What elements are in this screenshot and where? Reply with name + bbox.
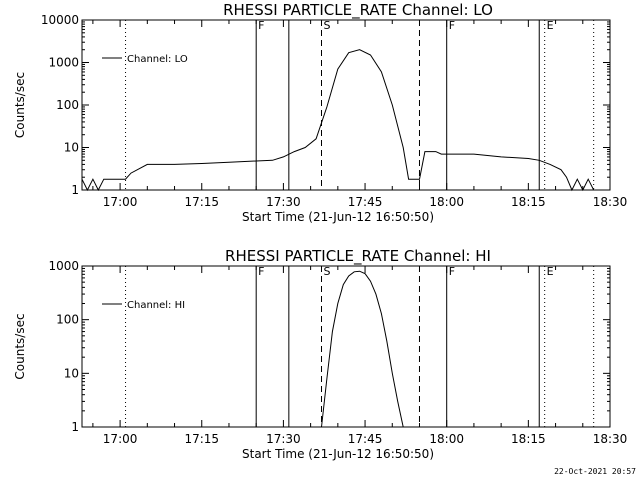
y-tick-label: 10	[64, 141, 79, 155]
x-tick-label: 17:30	[266, 432, 301, 446]
x-tick-label: 17:45	[348, 432, 383, 446]
chart-panel-2: RHESSI PARTICLE_RATE Channel: HI 17:00 17:…	[13, 247, 627, 461]
series-line	[321, 270, 404, 428]
y-tick-label: 100	[56, 313, 79, 327]
x-tick-label: 17:45	[348, 195, 383, 209]
legend-label: Channel: HI	[127, 300, 185, 311]
chart-title: RHESSI PARTICLE_RATE Channel: HI	[225, 247, 491, 266]
flag-label: F	[449, 265, 455, 278]
y-tick-label: 100	[56, 98, 79, 112]
x-tick-label: 17:00	[103, 195, 138, 209]
flag-label: F	[258, 19, 264, 32]
flag-label: S	[324, 265, 331, 278]
x-tick-label: 18:15	[511, 432, 546, 446]
flag-label: E	[547, 19, 554, 32]
x-tick-label: 17:15	[184, 432, 219, 446]
y-tick-label: 1	[71, 420, 79, 434]
x-tick-label: 17:00	[103, 432, 138, 446]
series-line	[81, 49, 595, 192]
flag-label: S	[324, 19, 331, 32]
x-tick-label: 18:00	[429, 195, 464, 209]
flag-label: F	[258, 265, 264, 278]
x-tick-label: 17:30	[266, 195, 301, 209]
x-tick-label: 18:30	[593, 195, 628, 209]
flag-label: E	[547, 265, 554, 278]
y-axis-label: Counts/sec	[13, 72, 27, 138]
chart-panel-1: RHESSI PARTICLE_RATE Channel: LO 17:00 17:…	[13, 1, 627, 224]
y-tick-label: 10	[64, 366, 79, 380]
y-tick-label: 1000	[48, 56, 79, 70]
y-axis-label: Counts/sec	[13, 313, 27, 379]
x-tick-label: 18:15	[511, 195, 546, 209]
y-tick-label: 10000	[41, 13, 79, 27]
x-tick-label: 18:00	[429, 432, 464, 446]
flag-label: F	[449, 19, 455, 32]
x-axis-label: Start Time (21-Jun-12 16:50:50)	[242, 447, 434, 461]
chart-title: RHESSI PARTICLE_RATE Channel: LO	[223, 1, 493, 20]
plot-frame	[81, 265, 611, 428]
y-tick-label: 1	[71, 183, 79, 197]
y-tick-label: 1000	[48, 259, 79, 273]
x-axis-label: Start Time (21-Jun-12 16:50:50)	[242, 210, 434, 224]
x-tick-label: 17:15	[184, 195, 219, 209]
legend-label: Channel: LO	[127, 54, 188, 65]
x-tick-label: 18:30	[593, 432, 628, 446]
